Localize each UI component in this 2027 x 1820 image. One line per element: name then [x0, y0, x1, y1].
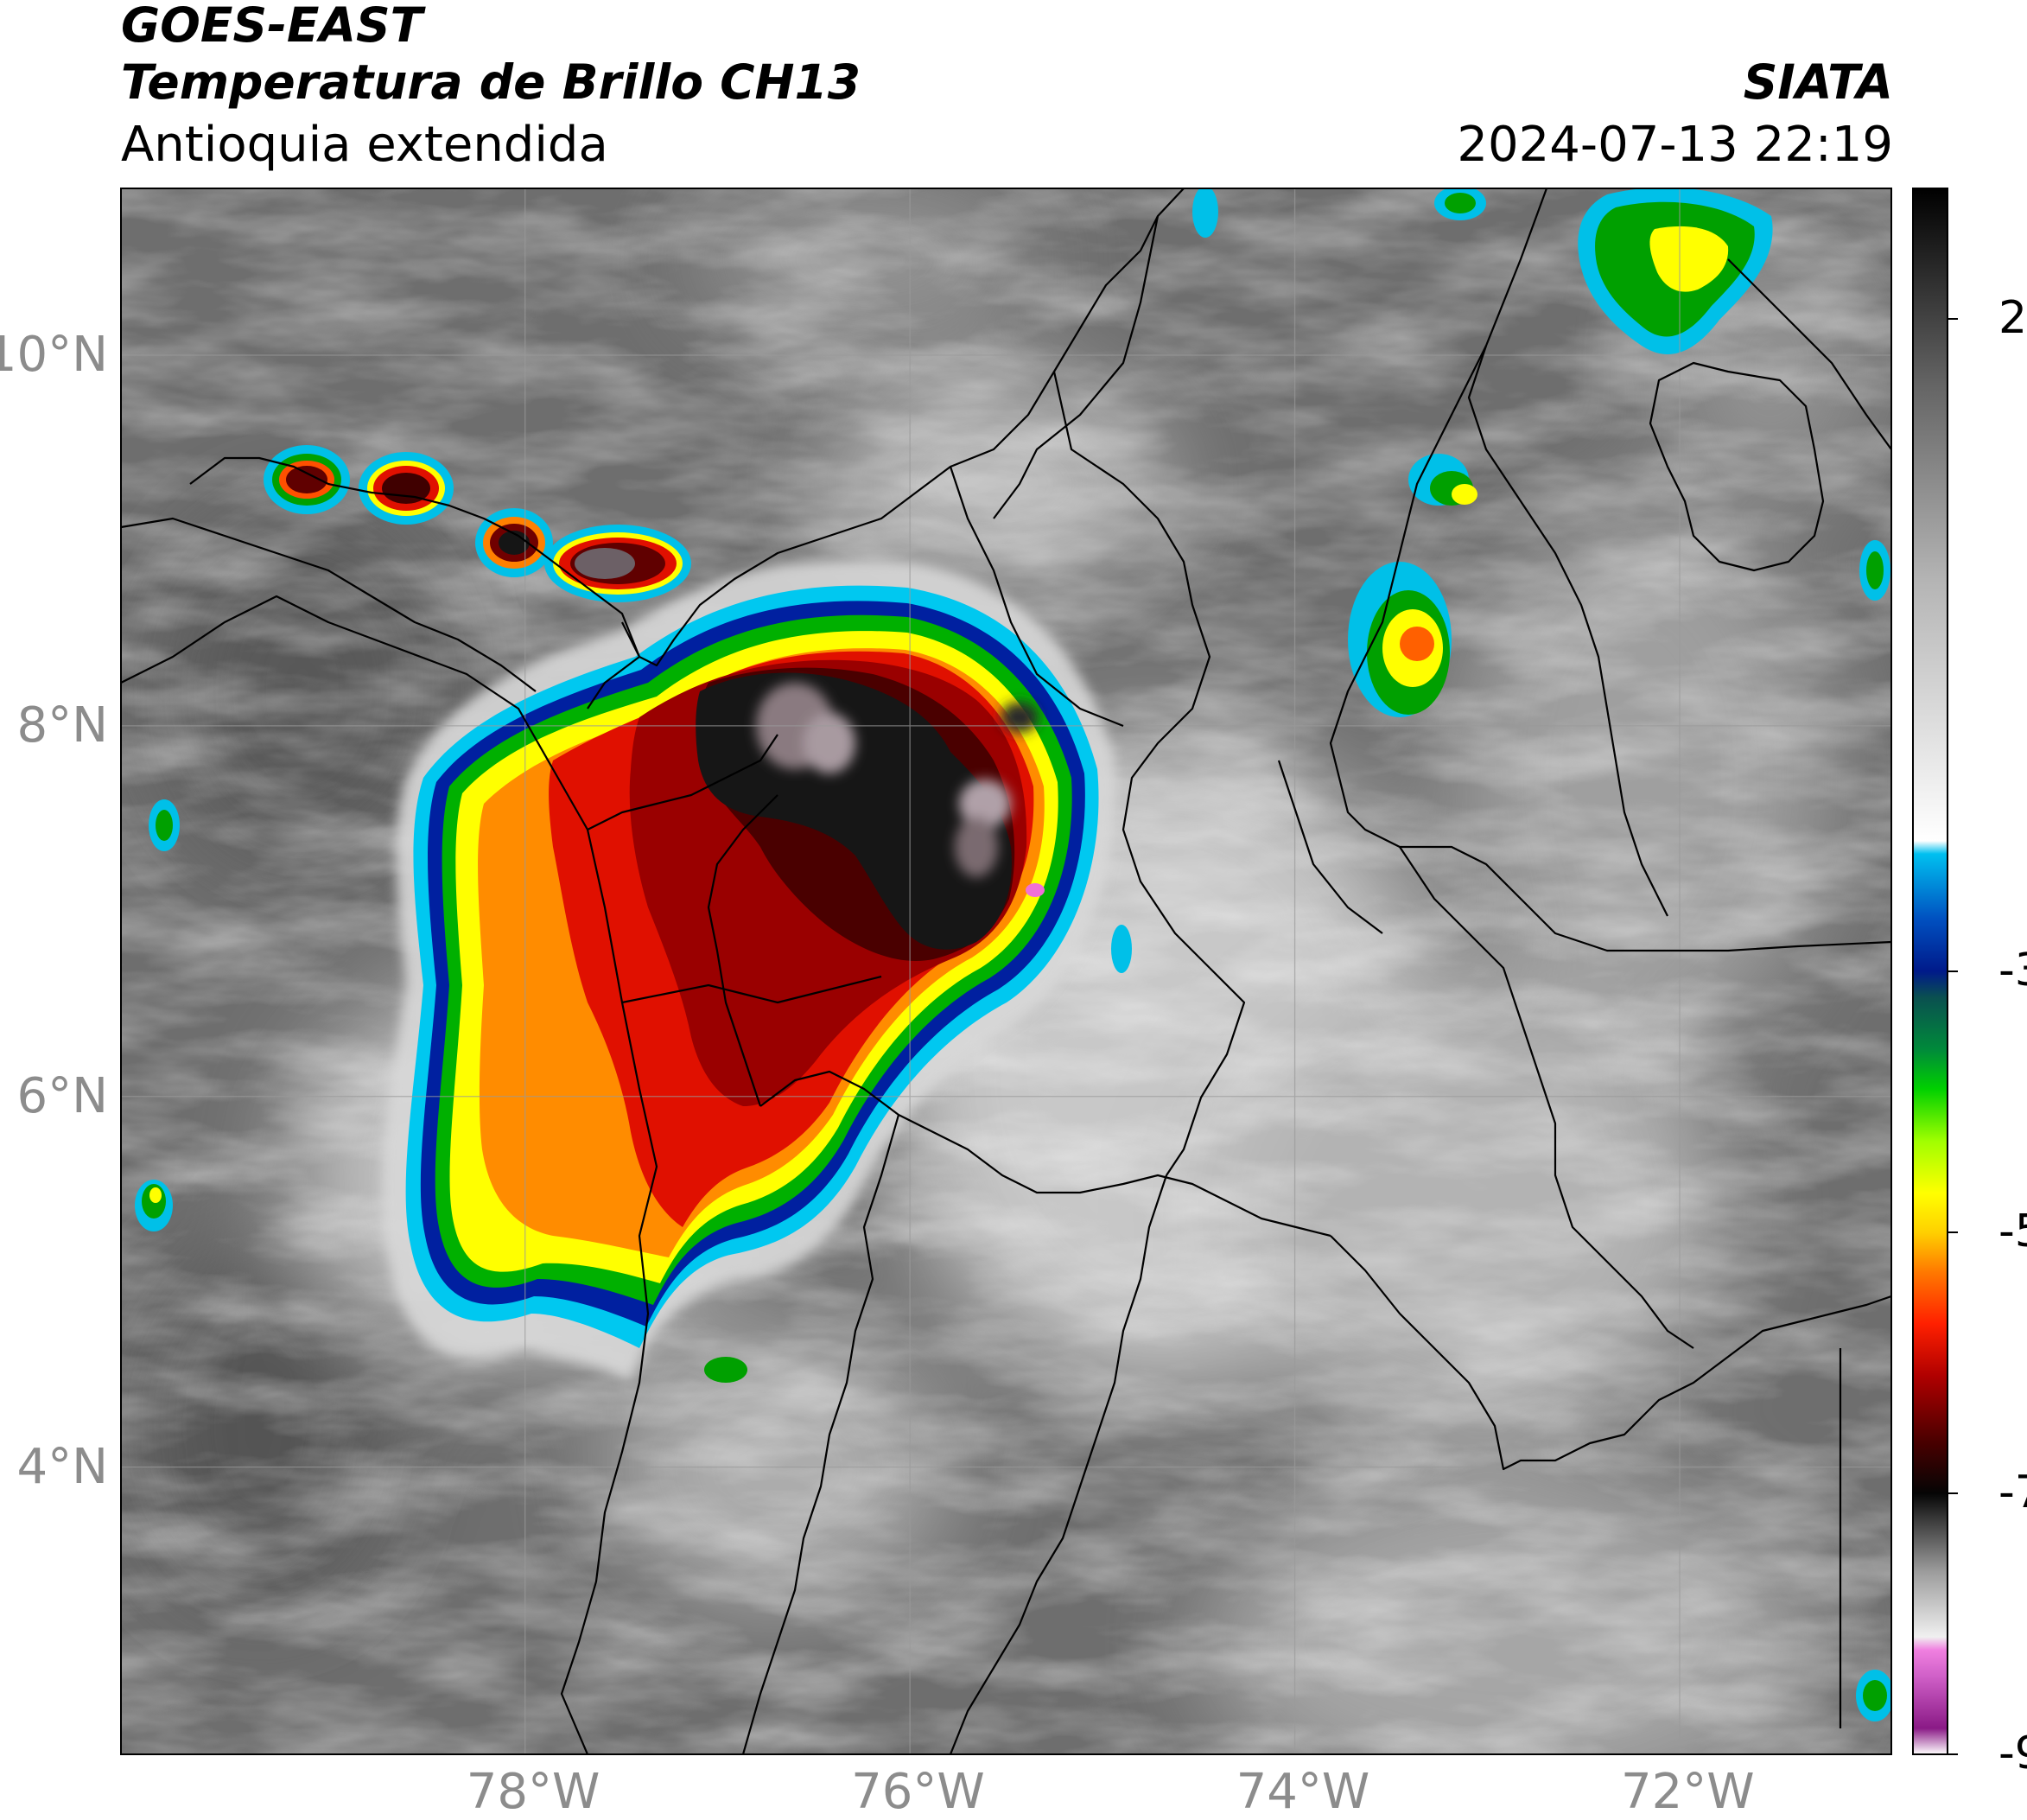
colorbar-tick-label: 20 [1998, 292, 2027, 344]
dept-line-9 [741, 1114, 900, 1754]
storm-coldest-pixel [1026, 883, 1045, 897]
dept-line-5 [759, 1070, 1331, 1238]
dept-line-6 [949, 1174, 1168, 1754]
colorbar-tick-label: -90 [1998, 1728, 2027, 1779]
dept-line-2 [1052, 371, 1211, 969]
colombia-venezuela-border [1329, 188, 1891, 952]
storm-complex [381, 559, 1116, 1383]
satellite-title: GOES-EAST [121, 0, 423, 53]
dept-line-12 [707, 794, 778, 1107]
graticule [121, 188, 1891, 1754]
datetime-label: 2024-07-13 22:19 [1457, 117, 1893, 173]
dept-line-10 [587, 734, 778, 830]
lat-tick-label: 10°N [0, 326, 108, 383]
colombia-panama-border [587, 621, 641, 710]
map-frame [120, 188, 1892, 1755]
panama-land [121, 517, 537, 692]
dept-line-14 [1277, 760, 1383, 934]
dept-line-13 [1399, 846, 1694, 1349]
dept-line-1 [993, 215, 1160, 519]
dept-line-11 [621, 975, 882, 1004]
lat-tick-label: 4°N [16, 1438, 108, 1495]
brand-label: SIATA [1743, 54, 1893, 110]
colorbar-tick-label: -70 [1998, 1467, 2027, 1518]
colorbar-tick-label: -50 [1998, 1206, 2027, 1257]
product-title: Temperatura de Brillo CH13 [121, 54, 861, 110]
isolated-cells [135, 799, 1891, 1721]
lat-tick-label: 6°N [16, 1067, 108, 1124]
lake-maracaibo [1649, 361, 1825, 572]
storm-overshooting-tops [756, 683, 1039, 877]
lon-tick-label: 72°W [1621, 1764, 1755, 1820]
colorbar [1912, 188, 1958, 1755]
dept-line-4 [1166, 967, 1246, 1176]
region-subtitle: Antioquia extendida [121, 117, 608, 173]
northeast-storms [1192, 188, 1890, 717]
colorbar-tick-label: -30 [1998, 945, 2027, 996]
lon-tick-label: 78°W [466, 1764, 600, 1820]
colorbar-gradient [1913, 188, 1948, 1754]
venezuela-state-line-2 [1467, 345, 1668, 917]
lon-tick-label: 74°W [1236, 1764, 1370, 1820]
lon-tick-label: 76°W [851, 1764, 985, 1820]
venezuela-state-line [1727, 258, 1891, 450]
boundaries [121, 188, 1891, 1754]
dept-line-3 [949, 466, 1124, 728]
dept-line-7 [1330, 1235, 1891, 1471]
lat-tick-label: 8°N [16, 697, 108, 754]
map-imagery [121, 188, 1891, 1754]
